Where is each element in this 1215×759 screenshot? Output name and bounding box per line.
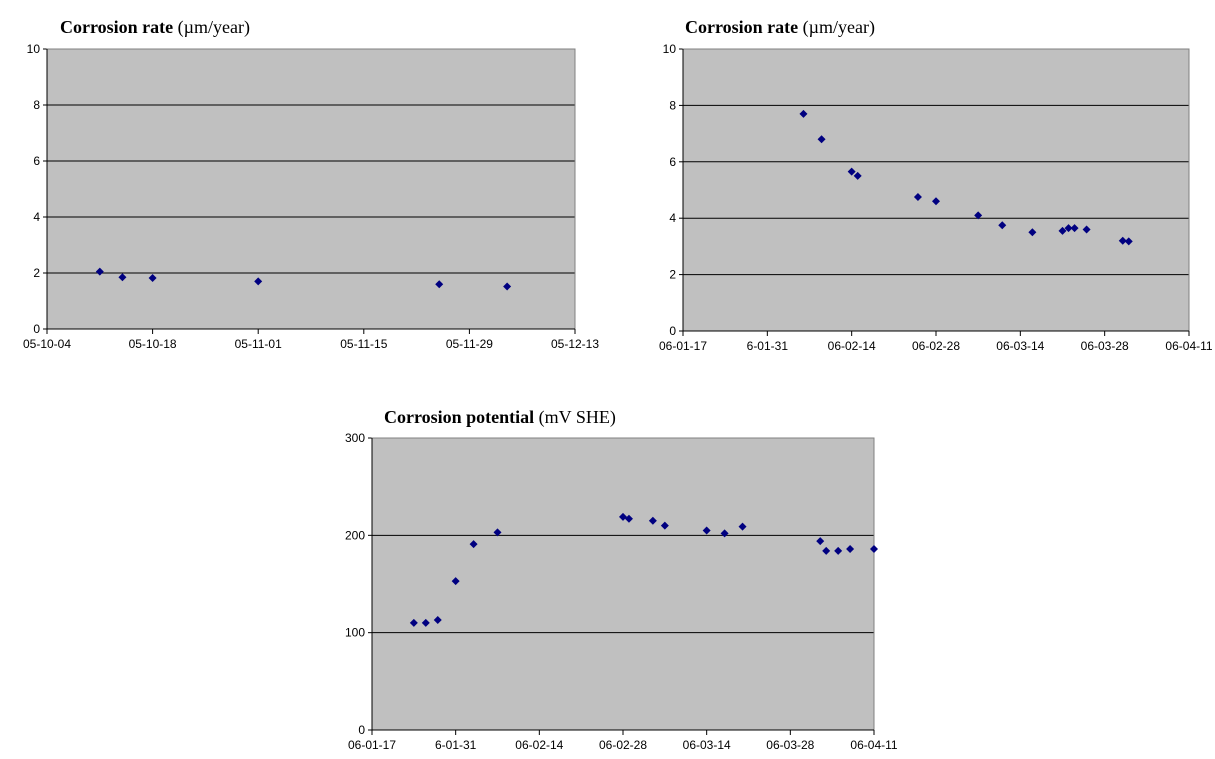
- data-point: [503, 282, 512, 291]
- y-tick-label: 8: [33, 98, 40, 112]
- data-point: [469, 540, 478, 549]
- x-tick-label: 06-02-14: [515, 738, 563, 752]
- data-point: [624, 514, 633, 523]
- plot-area: [372, 438, 874, 730]
- y-tick-label: 100: [345, 626, 365, 640]
- x-tick-label: 06-01-17: [659, 339, 707, 353]
- x-tick-label: 06-04-11: [850, 738, 897, 752]
- data-point: [1124, 237, 1133, 246]
- data-point: [433, 616, 442, 625]
- data-point: [95, 267, 104, 276]
- data-point: [974, 211, 983, 220]
- data-point: [493, 528, 502, 537]
- x-tick-label: 05-10-04: [23, 337, 71, 351]
- data-point: [435, 280, 444, 289]
- data-point: [409, 618, 418, 627]
- chart-title-main: Corrosion rate: [60, 17, 173, 37]
- y-tick-label: 2: [33, 266, 40, 280]
- data-point: [1028, 228, 1037, 237]
- x-tick-label: 05-10-18: [129, 337, 177, 351]
- y-tick-label: 8: [669, 98, 676, 112]
- chart-title-unit: (mV SHE): [534, 407, 616, 428]
- x-tick-label: 06-03-14: [996, 339, 1044, 353]
- data-point: [870, 544, 878, 553]
- data-point: [816, 537, 825, 546]
- chart-1: 0 2 4 6 8 10 05-10-04 05-10-18 05-11-01 05-11-15 0…: [23, 17, 599, 351]
- data-point: [913, 193, 922, 202]
- x-tick-label: 06-02-28: [912, 339, 960, 353]
- y-tick-label: 6: [669, 155, 676, 169]
- y-tick-label: 10: [27, 42, 41, 56]
- x-tick-label: 6-01-31: [435, 738, 477, 752]
- x-tick-label: 06-03-28: [1081, 339, 1129, 353]
- data-point: [822, 546, 831, 555]
- data-point: [702, 526, 711, 535]
- chart-title-unit: (µm/year): [798, 17, 875, 38]
- x-tick-label: 06-02-28: [599, 738, 647, 752]
- data-point: [834, 546, 843, 555]
- chart-title-main: Corrosion potential: [384, 407, 534, 427]
- y-tick-label: 4: [669, 211, 676, 225]
- data-point: [932, 197, 940, 206]
- chart-title: Corrosion rate (µm/year): [60, 17, 250, 38]
- data-point: [660, 521, 669, 530]
- y-tick-label: 2: [669, 268, 676, 282]
- data-point: [421, 618, 430, 627]
- chart-3: 0 100 200 300 06-01-17 6-01-31 06-02-14 06-02-2…: [345, 407, 898, 752]
- chart-title-unit: (µm/year): [173, 17, 250, 38]
- data-point: [1082, 225, 1091, 234]
- data-point: [619, 512, 627, 521]
- data-point: [817, 135, 826, 144]
- x-tick-label: 06-04-11: [1165, 339, 1212, 353]
- chart-title: Corrosion potential (mV SHE): [384, 407, 616, 428]
- plot-area: [683, 49, 1189, 331]
- y-tick-label: 300: [345, 431, 365, 445]
- data-point: [720, 529, 729, 538]
- y-tick-label: 4: [33, 210, 40, 224]
- data-point: [998, 221, 1007, 230]
- x-tick-label: 6-01-31: [747, 339, 789, 353]
- data-point: [1058, 226, 1067, 235]
- x-tick-label: 05-12-13: [551, 337, 599, 351]
- data-point: [738, 522, 747, 531]
- chart-title: Corrosion rate (µm/year): [685, 17, 875, 38]
- y-tick-label: 200: [345, 528, 365, 542]
- y-tick-label: 0: [33, 322, 40, 336]
- x-tick-label: 06-03-28: [766, 738, 814, 752]
- y-tick-label: 6: [33, 154, 40, 168]
- data-point: [451, 577, 460, 586]
- data-point: [847, 167, 856, 176]
- x-tick-label: 05-11-29: [446, 337, 493, 351]
- chart-2: 0 2 4 6 8 10 06-01-17 6-01-31 06-02-14 06-02-28 06…: [659, 17, 1213, 353]
- y-tick-label: 10: [663, 42, 677, 56]
- data-point: [1064, 224, 1073, 233]
- x-tick-label: 06-03-14: [683, 738, 731, 752]
- data-point: [118, 273, 127, 282]
- y-tick-label: 0: [358, 723, 365, 737]
- data-point: [1070, 224, 1079, 233]
- chart-title-main: Corrosion rate: [685, 17, 798, 37]
- data-point: [254, 277, 263, 286]
- data-point: [148, 274, 157, 283]
- data-point: [846, 544, 855, 553]
- x-tick-label: 05-11-15: [340, 337, 387, 351]
- y-tick-label: 0: [669, 324, 676, 338]
- plot-area: [47, 49, 575, 329]
- x-tick-label: 05-11-01: [235, 337, 282, 351]
- x-tick-label: 06-01-17: [348, 738, 396, 752]
- data-point: [648, 516, 657, 525]
- data-point: [853, 171, 862, 180]
- x-tick-label: 06-02-14: [828, 339, 876, 353]
- data-point: [799, 109, 808, 118]
- data-point: [1118, 236, 1127, 245]
